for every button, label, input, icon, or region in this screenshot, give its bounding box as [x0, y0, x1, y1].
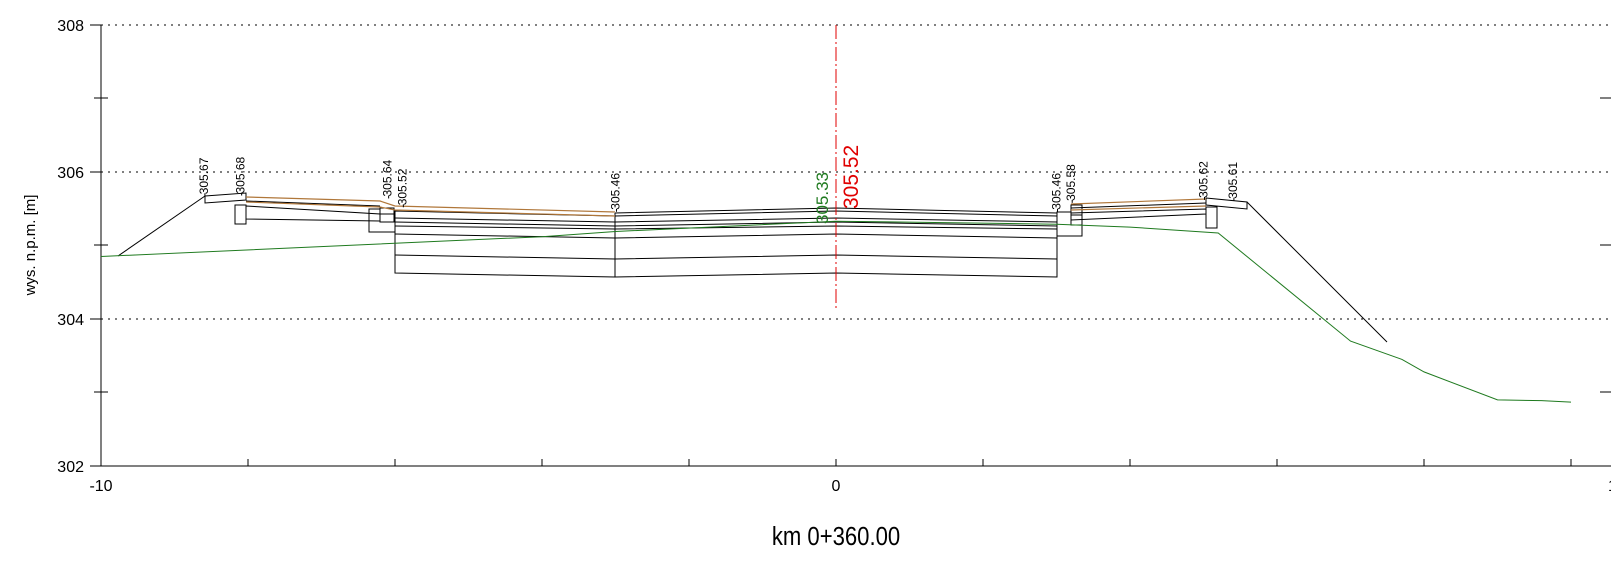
left-edge-cap: [204, 192, 247, 204]
surface-line: [245, 196, 616, 213]
elevation-label: 305.67: [197, 157, 211, 194]
elevation-label: 305.46: [1050, 173, 1064, 210]
left-slope: [117, 195, 206, 257]
road-layer-box: [394, 210, 1058, 278]
right-edge-cap: [1205, 197, 1248, 210]
road-layer: [394, 221, 1058, 227]
y-tick-label-302: 302: [57, 459, 84, 476]
y-axis-title: wys. n.p.m. [m]: [22, 195, 39, 297]
elevation-label: 305.62: [1197, 161, 1211, 198]
left-sidewalk-layer: [245, 200, 381, 207]
y-tick-label-304: 304: [57, 312, 84, 329]
x-tick-label-0: 0: [832, 478, 841, 495]
surface-line: [1070, 205, 1207, 211]
axes: [90, 24, 1611, 467]
surface-line: [245, 201, 616, 217]
elevation-label: 305.61: [1226, 162, 1240, 199]
pavement-structure: [117, 192, 1388, 343]
elevation-labels: 305.67 305.68 305.64 305.52 305.46 305.46 305.…: [197, 156, 1240, 212]
road-layer: [394, 217, 1058, 223]
road-layer: [394, 225, 1058, 230]
y-tick-label-306: 306: [57, 165, 84, 182]
wearing-surface: [245, 196, 1207, 217]
left-curb-inner: [379, 207, 395, 223]
right-edge-curb: [1205, 206, 1218, 229]
right-sidewalk-layer: [1070, 202, 1207, 209]
elevation-label: 305.58: [1064, 164, 1078, 201]
road-layer: [394, 254, 1058, 260]
left-edge-curb: [234, 204, 247, 225]
elevation-label: 305.64: [381, 159, 395, 196]
road-layer: [394, 233, 1058, 239]
x-tick-label-10: 10: [1608, 478, 1611, 495]
elevation-label: 305.68: [234, 156, 248, 193]
x-ticks: [100, 459, 1572, 466]
existing-elevation-label: 305.33: [813, 172, 832, 224]
surface-line: [1070, 198, 1207, 205]
y-tick-label-308: 308: [57, 18, 84, 35]
left-sidewalk-body: [245, 205, 381, 222]
elevation-label: 305.46: [609, 173, 623, 210]
design-elevation-label: 305.52: [840, 145, 863, 209]
right-slope: [1246, 201, 1388, 343]
station-label: km 0+360.00: [772, 522, 900, 551]
existing-ground-line: [100, 220, 1572, 403]
elevation-label: 305.52: [395, 168, 409, 205]
right-sidewalk-body: [1070, 208, 1207, 221]
x-tick-label-minus10: -10: [89, 478, 112, 495]
